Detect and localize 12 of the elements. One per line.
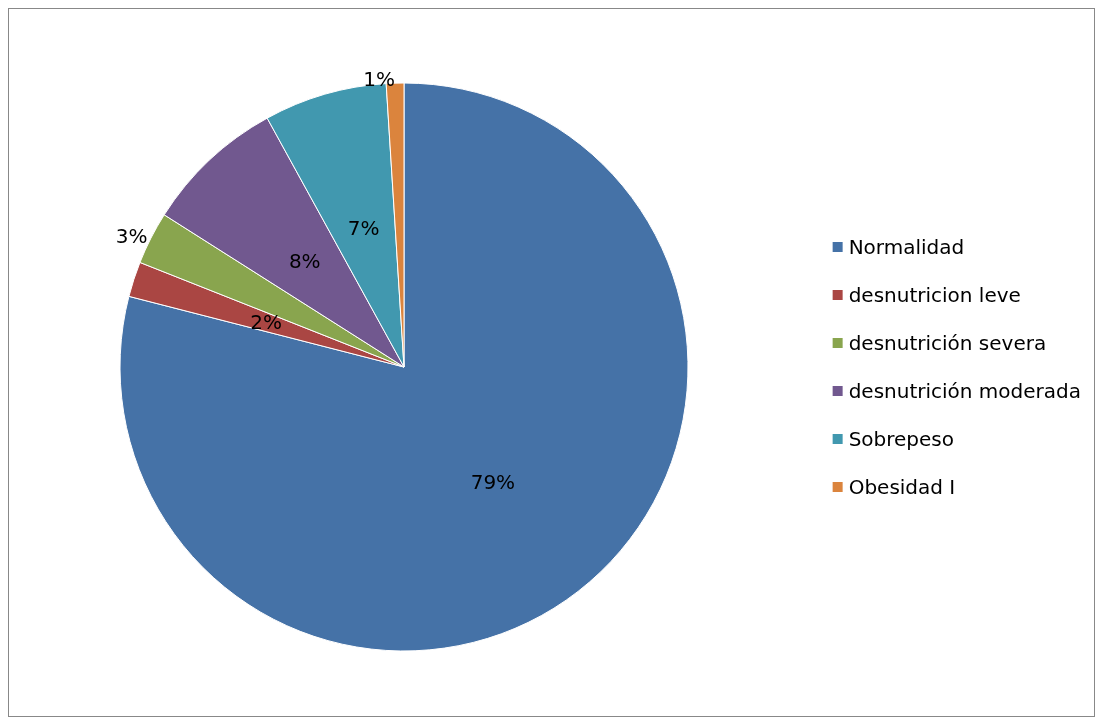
data-label: 7%	[347, 215, 380, 240]
data-label: 2%	[250, 310, 282, 335]
data-label: 1%	[363, 67, 395, 92]
legend-label: desnutrición severa	[848, 331, 1047, 355]
data-label: 8%	[288, 249, 321, 274]
legend-label: Normalidad	[848, 235, 965, 259]
data-label: 79%	[470, 469, 516, 494]
legend-label: desnutrición moderada	[848, 379, 1082, 403]
data-label: 3%	[115, 224, 148, 249]
legend-label: Obesidad I	[848, 475, 956, 499]
legend-label: desnutricion leve	[848, 283, 1021, 307]
legend-label: Sobrepeso	[848, 427, 955, 451]
